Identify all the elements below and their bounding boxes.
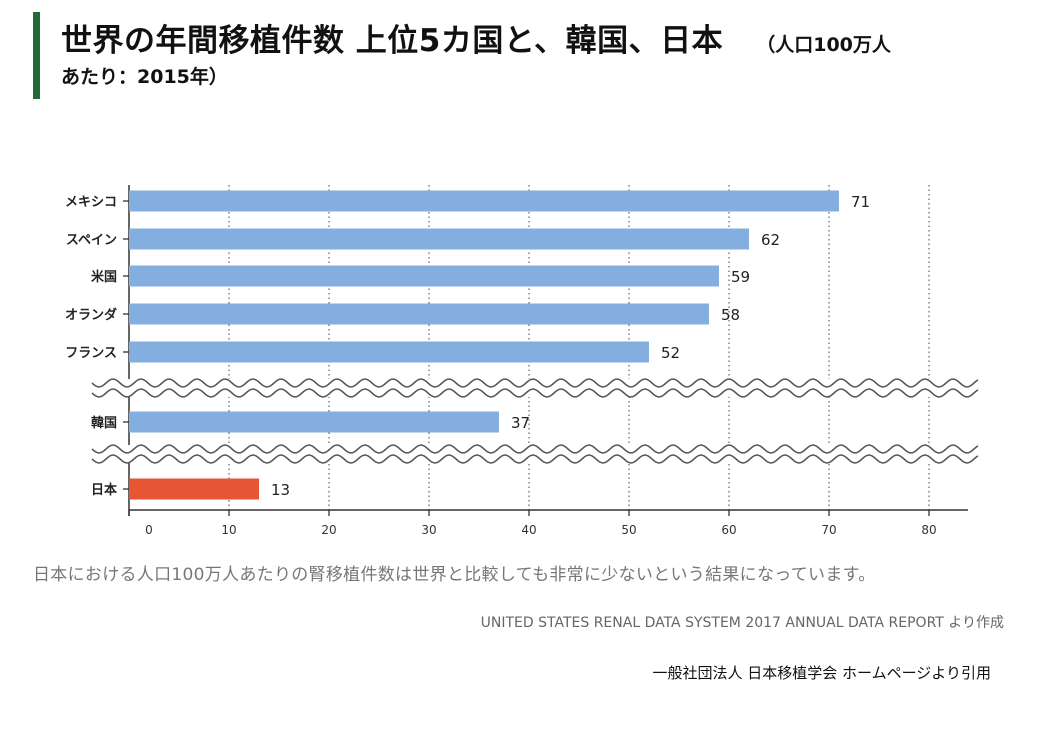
axis-break-gap (90, 379, 980, 397)
title-subtitle-part1: （人口100万人 (756, 34, 891, 56)
value-label: 59 (731, 268, 750, 286)
x-tick-label: 70 (821, 523, 836, 537)
bar-chart: 0 10 20 30 40 50 60 70 80 メキシコ 71 スペイン 62 米国 59 オランダ 58 フ… (65, 185, 980, 537)
category-label: 米国 (91, 269, 117, 285)
axis-break-wave (91, 388, 979, 398)
title-main: 世界の年間移植件数 上位5カ国と、韓国、日本 (61, 23, 724, 59)
category-label: 韓国 (91, 415, 117, 431)
title-subtitle-part2: あたり：2015年） (61, 66, 228, 88)
axis-break-wave (91, 444, 979, 454)
value-label: 37 (511, 414, 530, 432)
x-tick-label: 20 (321, 523, 336, 537)
citation-note: 一般社団法人 日本移植学会 ホームページより引用 (652, 664, 992, 682)
chart-title: 世界の年間移植件数 上位5カ国と、韓国、日本 （人口100万人 (61, 18, 1011, 69)
bar (129, 228, 749, 250)
axis-break-wave (91, 378, 979, 388)
x-tick-label: 10 (221, 523, 236, 537)
source-note: UNITED STATES RENAL DATA SYSTEM 2017 ANN… (480, 615, 1004, 631)
value-label: 62 (761, 231, 780, 249)
category-label: メキシコ (65, 195, 117, 210)
bar (129, 303, 709, 325)
x-tick-label: 30 (421, 523, 436, 537)
bar (129, 190, 839, 212)
value-label: 13 (271, 481, 290, 499)
chart-caption: 日本における人口100万人あたりの腎移植件数は世界と比較しても非常に少ないという… (33, 565, 876, 585)
category-label: オランダ (65, 307, 117, 323)
value-label: 52 (661, 344, 680, 362)
value-label: 58 (721, 306, 740, 324)
bar (129, 265, 719, 287)
bar (129, 411, 499, 433)
category-label: 日本 (91, 482, 117, 498)
category-label: スペイン (66, 233, 117, 248)
x-tick-label: 80 (921, 523, 936, 537)
axis-break-wave (91, 454, 979, 464)
x-tick-label: 50 (621, 523, 636, 537)
x-tick-label: 60 (721, 523, 736, 537)
value-label: 71 (851, 193, 870, 211)
category-label: フランス (65, 346, 117, 361)
bar (129, 478, 259, 500)
x-tick-label: 40 (521, 523, 536, 537)
x-tick-label: 0 (145, 523, 153, 537)
title-accent-bar (33, 12, 40, 99)
bar (129, 341, 649, 363)
axis-break-gap (90, 445, 980, 463)
